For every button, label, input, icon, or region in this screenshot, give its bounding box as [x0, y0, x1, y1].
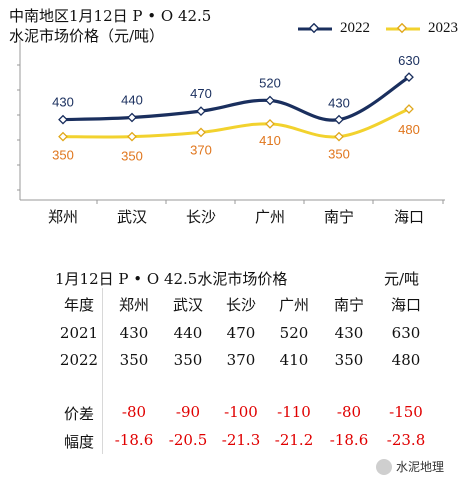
table-pct-长沙: -21.3 — [221, 431, 261, 449]
table-unit: 元/吨 — [384, 270, 420, 288]
table-diff-南宁: -80 — [336, 403, 362, 421]
table-pct-广州: -21.2 — [274, 431, 314, 449]
x-tick-label-郑州: 郑州 — [48, 208, 78, 226]
data-label-2022-南宁: 430 — [328, 96, 350, 111]
table-cell-2021-郑州: 430 — [119, 324, 149, 342]
x-tick-label-广州: 广州 — [255, 208, 285, 226]
legend-item-2023: 2023 — [384, 20, 458, 37]
data-label-2022-长沙: 470 — [190, 86, 212, 101]
x-tick-label-海口: 海口 — [394, 208, 424, 226]
table-pct-海口: -23.8 — [386, 431, 426, 449]
x-tick-label-南宁: 南宁 — [324, 208, 354, 226]
x-tick-label-武汉: 武汉 — [117, 208, 147, 226]
legend-item-2022: 2022 — [296, 20, 370, 37]
table-title: 1月12日 P • O 42.5水泥市场价格 — [55, 270, 288, 288]
table-cell-2021-武汉: 440 — [173, 324, 203, 342]
data-point-2023-武汉 — [127, 131, 137, 142]
data-label-2022-武汉: 440 — [121, 93, 143, 108]
line-chart: 430 440 470 520 430 630 350 350 370 410 350 480 郑州 武汉… — [17, 40, 445, 226]
table-cell-2022-郑州: 350 — [119, 351, 149, 369]
data-label-2023-长沙: 370 — [190, 142, 212, 157]
table-cell-2022-广州: 410 — [279, 351, 309, 369]
table-cell-2022-南宁: 350 — [334, 351, 364, 369]
x-tick-label-长沙: 长沙 — [186, 208, 216, 226]
data-label-2023-武汉: 350 — [121, 149, 143, 164]
table-cell-2022-海口: 480 — [391, 351, 421, 369]
table-cell-2021-长沙: 470 — [226, 324, 256, 342]
chart-title-line2: 水泥市场价格（元/吨） — [9, 27, 165, 45]
chart-title-line1: 中南地区1月12日 P • O 42.5 — [9, 7, 212, 25]
chart-title: 中南地区1月12日 P • O 42.5 水泥市场价格（元/吨） — [9, 6, 211, 46]
data-label-2023-郑州: 350 — [52, 148, 74, 163]
chart-legend: 2022 2023 — [296, 20, 460, 37]
legend-label-2023: 2023 — [428, 20, 458, 36]
data-point-2022-长沙 — [196, 106, 206, 117]
data-point-2023-海口 — [404, 104, 414, 114]
table-header-divider — [102, 288, 103, 454]
table-diff-郑州: -80 — [121, 403, 147, 421]
data-label-2022-郑州: 430 — [52, 95, 74, 110]
table-cell-2021-南宁: 430 — [334, 324, 364, 342]
table-cell-2022-武汉: 350 — [173, 351, 203, 369]
table-header-郑州: 郑州 — [118, 296, 150, 314]
wechat-icon — [376, 458, 392, 475]
legend-swatch-2023 — [386, 22, 420, 33]
data-label-2022-广州: 520 — [259, 76, 281, 91]
table-diff-广州: -110 — [277, 403, 311, 421]
data-label-2023-南宁: 350 — [328, 147, 350, 162]
table-cell-2021-海口: 630 — [391, 324, 421, 342]
legend-label-2022: 2022 — [340, 20, 370, 36]
series-line-2023 — [61, 107, 411, 139]
price-table: 1月12日 P • O 42.5水泥市场价格 元/吨 年度 郑州 武汉 长沙 广州 南宁 海… — [0, 262, 460, 454]
data-point-2023-郑州 — [58, 131, 68, 142]
table-header-长沙: 长沙 — [225, 296, 257, 314]
data-point-2022-武汉 — [127, 112, 137, 123]
data-point-2023-广州 — [265, 118, 275, 129]
table-pct-武汉: -20.5 — [168, 431, 208, 449]
table-row-label-2022: 2022 — [59, 351, 99, 369]
table-pct-南宁: -18.6 — [329, 431, 369, 449]
data-point-2023-南宁 — [334, 131, 344, 142]
table-diff-长沙: -100 — [224, 403, 258, 421]
watermark: 水泥地理 — [376, 458, 444, 475]
table-header-海口: 海口 — [390, 296, 422, 314]
table-header-广州: 广州 — [278, 296, 310, 314]
data-label-2022-海口: 630 — [398, 53, 420, 68]
data-point-2023-长沙 — [196, 127, 206, 138]
table-pct-label: 幅度 — [63, 433, 95, 451]
table-pct-郑州: -18.6 — [114, 431, 154, 449]
data-point-2022-南宁 — [334, 114, 344, 125]
data-point-2022-海口 — [404, 72, 414, 83]
table-diff-海口: -150 — [389, 403, 423, 421]
series-line-2022 — [61, 75, 411, 122]
table-header-南宁: 南宁 — [333, 296, 365, 314]
data-point-2022-郑州 — [58, 114, 68, 125]
table-row-label-2021: 2021 — [59, 324, 99, 342]
data-label-2023-海口: 480 — [398, 122, 420, 137]
table-header-武汉: 武汉 — [172, 296, 204, 314]
table-diff-label: 价差 — [63, 405, 95, 423]
watermark-text: 水泥地理 — [396, 460, 445, 474]
table-cell-2021-广州: 520 — [279, 324, 309, 342]
data-label-2023-广州: 410 — [259, 133, 281, 148]
legend-swatch-2022 — [298, 22, 332, 33]
table-diff-武汉: -90 — [175, 403, 201, 421]
data-point-2022-广州 — [265, 95, 275, 106]
table-header-label: 年度 — [63, 296, 95, 314]
table-cell-2022-长沙: 370 — [226, 351, 256, 369]
